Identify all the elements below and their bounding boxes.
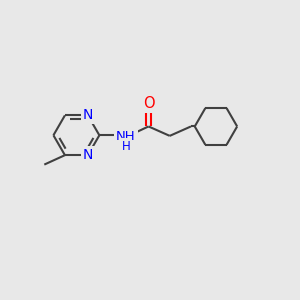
Text: NH: NH xyxy=(116,130,136,143)
Text: O: O xyxy=(143,96,154,111)
Text: H: H xyxy=(122,140,130,153)
Text: N: N xyxy=(83,108,93,122)
Text: N: N xyxy=(83,148,93,162)
